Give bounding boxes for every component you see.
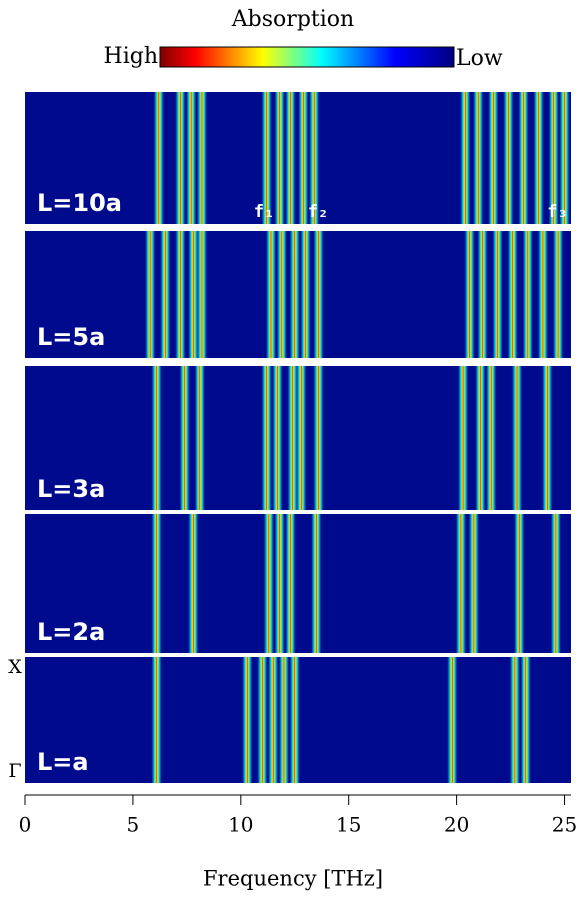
band (492, 231, 503, 358)
band (151, 366, 162, 510)
mode-label: f₃ (547, 202, 567, 222)
band (274, 92, 285, 224)
band (468, 514, 479, 653)
panel (25, 514, 571, 653)
band (520, 657, 531, 783)
panel-label: L=3a (37, 475, 105, 503)
band (261, 366, 272, 510)
band (289, 657, 300, 783)
panel-label: L=10a (37, 189, 122, 217)
band (188, 231, 199, 358)
band (522, 231, 533, 358)
x-tick-label: 15 (336, 813, 361, 837)
panel-label: L=2a (37, 618, 105, 646)
band (272, 366, 283, 510)
band (507, 231, 518, 358)
band (151, 657, 162, 783)
side-label: Γ (8, 760, 21, 782)
band (300, 231, 311, 358)
x-axis-label: Frequency [THz] (203, 867, 383, 891)
x-tick-label: 10 (228, 813, 253, 837)
band (475, 366, 486, 510)
band (175, 92, 186, 224)
band (196, 92, 207, 224)
colorbar (159, 46, 455, 68)
band (559, 92, 570, 224)
mode-label: f₁ (254, 202, 274, 222)
band (287, 366, 298, 510)
band (533, 92, 544, 224)
band (276, 231, 287, 358)
band (179, 366, 190, 510)
band (473, 92, 484, 224)
band (311, 514, 322, 653)
band (261, 92, 272, 224)
side-label: X (8, 656, 22, 678)
band (550, 514, 561, 653)
band (537, 231, 548, 358)
band (313, 366, 324, 510)
band (455, 514, 466, 653)
band (553, 231, 564, 358)
band (274, 514, 285, 653)
band (242, 657, 253, 783)
band (289, 231, 300, 358)
x-tick-label: 5 (127, 813, 140, 837)
band (151, 514, 162, 653)
band (188, 514, 199, 653)
band (548, 92, 559, 224)
band (460, 92, 471, 224)
band (285, 92, 296, 224)
band (458, 366, 469, 510)
colorbar-low: Low (456, 46, 503, 71)
colorbar-title: Absorption (231, 7, 354, 32)
band (309, 92, 320, 224)
panel-label: L=5a (37, 323, 105, 351)
band (153, 92, 164, 224)
x-tick-label: 20 (444, 813, 469, 837)
band (447, 657, 458, 783)
band (285, 514, 296, 653)
band (518, 92, 529, 224)
band (268, 657, 279, 783)
band (488, 92, 499, 224)
band (196, 231, 207, 358)
band (514, 514, 525, 653)
band (542, 366, 553, 510)
band (278, 657, 289, 783)
mode-label: f₂ (308, 202, 328, 222)
band (298, 92, 309, 224)
band (266, 231, 277, 358)
panel-label: L=a (37, 748, 89, 776)
colorbar-high: High (104, 44, 158, 69)
x-tick-label: 25 (552, 813, 577, 837)
band (509, 657, 520, 783)
band (296, 366, 307, 510)
band (486, 366, 497, 510)
band (186, 92, 197, 224)
band (313, 231, 324, 358)
band (194, 366, 205, 510)
band (503, 92, 514, 224)
band (175, 231, 186, 358)
band (512, 366, 523, 510)
band (263, 514, 274, 653)
band (160, 231, 171, 358)
band (257, 657, 268, 783)
band (145, 231, 156, 358)
band (477, 231, 488, 358)
band (464, 231, 475, 358)
x-tick-label: 0 (19, 813, 32, 837)
